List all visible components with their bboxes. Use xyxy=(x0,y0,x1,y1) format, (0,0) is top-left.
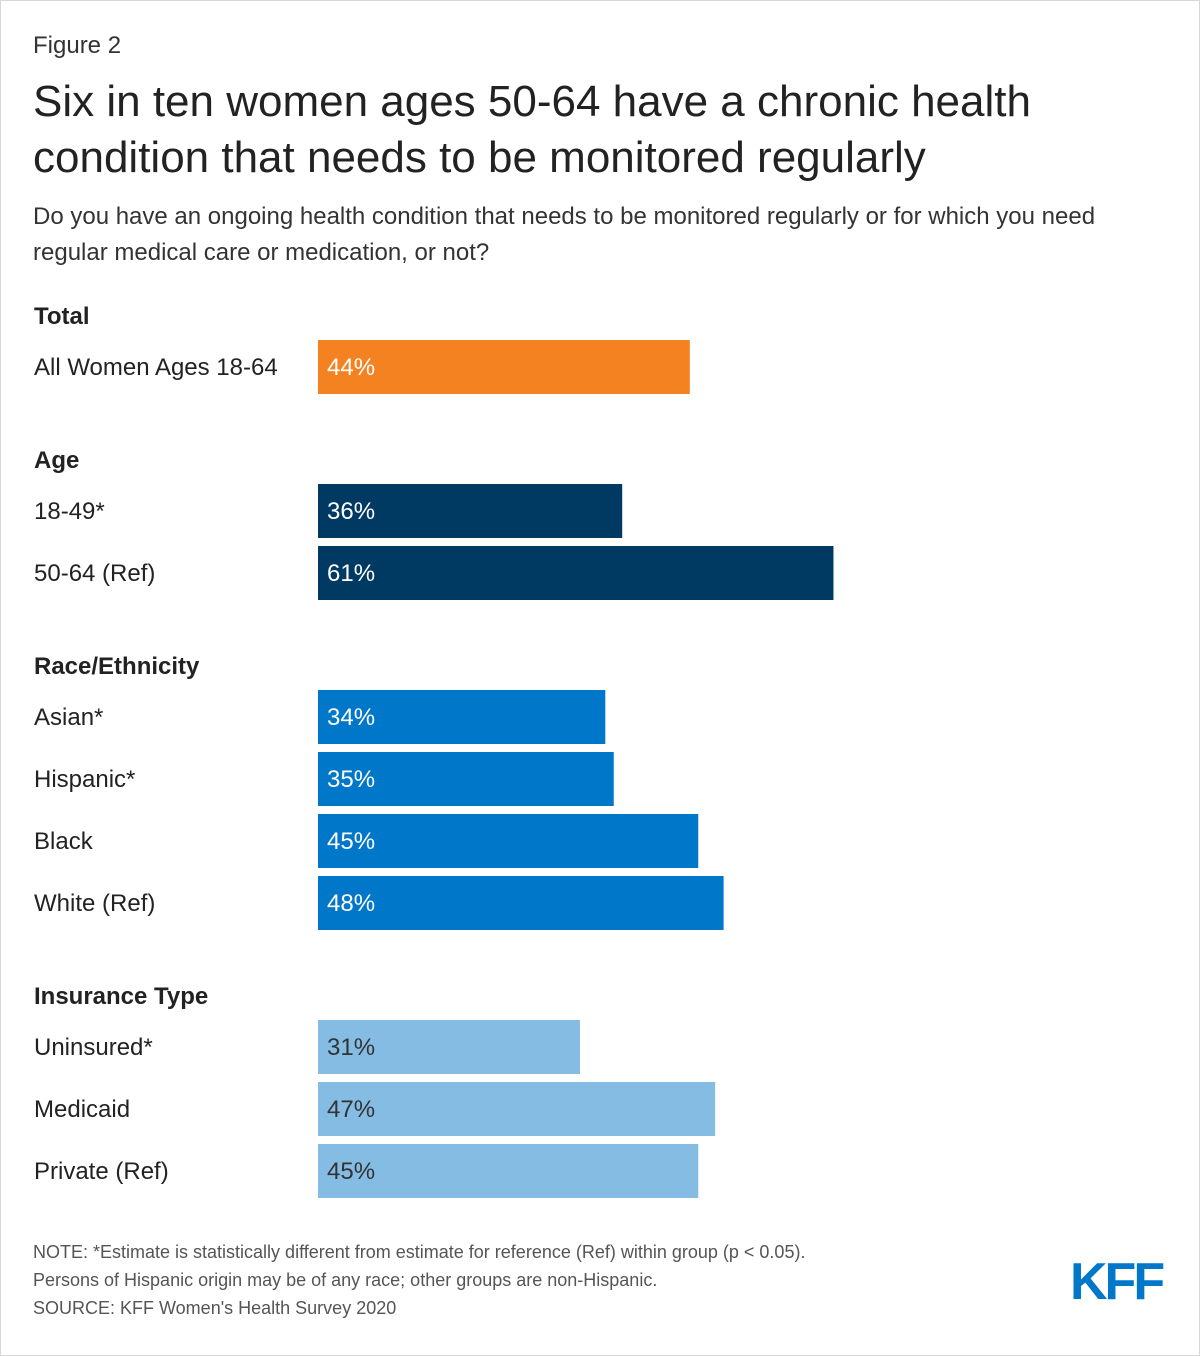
figure-label: Figure 2 xyxy=(33,32,122,59)
bar-value-label: 34% xyxy=(327,704,375,731)
bar-value-label: 36% xyxy=(327,498,375,525)
chart-subtitle: Do you have an ongoing health condition … xyxy=(33,203,1096,266)
bar-value-label: 48% xyxy=(327,890,375,917)
bar-value-label: 45% xyxy=(327,1158,375,1185)
group-heading: Age xyxy=(34,447,79,474)
bar xyxy=(318,546,834,600)
row-label: 18-49* xyxy=(34,498,105,525)
bar-value-label: 35% xyxy=(327,766,375,793)
note-line-1: NOTE: *Estimate is statistically differe… xyxy=(33,1242,806,1262)
bar xyxy=(318,340,690,394)
row-label: Black xyxy=(34,828,94,855)
bar-chart: Total All Women Ages 18-64 44% Age 18-49* 36%… xyxy=(34,303,834,1198)
group-heading: Race/Ethnicity xyxy=(34,653,200,680)
bar-value-label: 61% xyxy=(327,560,375,587)
row-label: Uninsured* xyxy=(34,1034,153,1061)
row-label: All Women Ages 18-64 xyxy=(34,354,278,381)
kff-logo: KFF xyxy=(1070,1254,1166,1302)
bar xyxy=(318,814,699,868)
group-heading: Total xyxy=(34,303,90,330)
bar xyxy=(318,1144,699,1198)
bar xyxy=(318,1020,580,1074)
bar-value-label: 31% xyxy=(327,1034,375,1061)
source-line: SOURCE: KFF Women's Health Survey 2020 xyxy=(33,1298,397,1318)
row-label: Private (Ref) xyxy=(34,1158,169,1185)
bar-value-label: 45% xyxy=(327,828,375,855)
bar-value-label: 47% xyxy=(327,1096,375,1123)
note-line-2: Persons of Hispanic origin may be of any… xyxy=(33,1270,658,1290)
bar xyxy=(318,752,614,806)
bar xyxy=(318,484,623,538)
bar-value-label: 44% xyxy=(327,354,375,381)
bar xyxy=(318,876,724,930)
row-label: 50-64 (Ref) xyxy=(34,560,155,587)
kff-logo-text: KFF xyxy=(1070,1254,1163,1302)
row-label: White (Ref) xyxy=(34,890,155,917)
bar xyxy=(318,690,606,744)
chart-title: Six in ten women ages 50-64 have a chron… xyxy=(33,77,1031,182)
group-heading: Insurance Type xyxy=(34,983,208,1010)
row-label: Asian* xyxy=(34,704,103,731)
row-label: Hispanic* xyxy=(34,766,135,793)
row-label: Medicaid xyxy=(34,1096,130,1123)
notes: NOTE: *Estimate is statistically differe… xyxy=(33,1238,1033,1322)
bar xyxy=(318,1082,716,1136)
